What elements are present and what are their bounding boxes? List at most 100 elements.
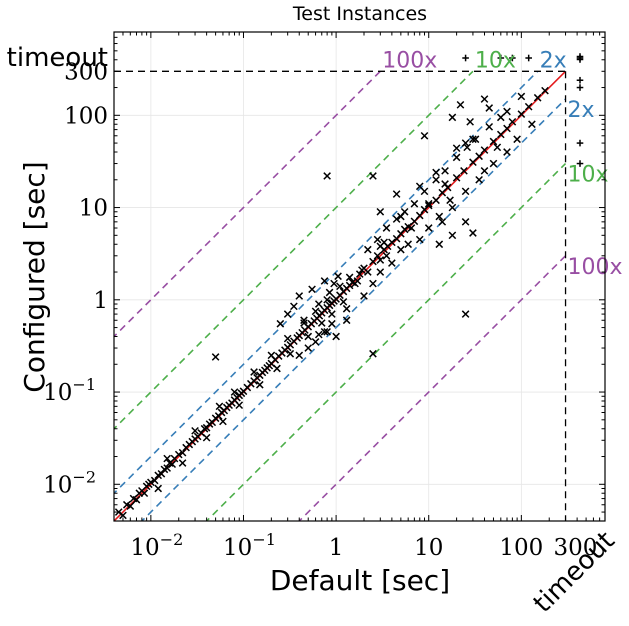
data-point — [132, 495, 141, 504]
x-tick-label: 10−2 — [130, 530, 183, 561]
data-point — [355, 270, 364, 278]
data-point — [480, 167, 489, 175]
marker-stroke — [355, 270, 364, 278]
timeout-point-right — [576, 160, 584, 167]
data-point — [503, 148, 511, 156]
y-tick-label: 10−2 — [43, 467, 96, 498]
marker-stroke — [493, 143, 502, 152]
data-point — [334, 272, 342, 281]
data-point — [342, 316, 351, 325]
marker-stroke — [363, 245, 372, 254]
marker-stroke — [461, 139, 470, 147]
marker-stroke — [369, 279, 377, 288]
data-point — [452, 153, 461, 162]
data-point — [320, 327, 329, 336]
marker-stroke — [314, 330, 323, 339]
data-point — [373, 235, 382, 244]
data-point — [415, 211, 424, 220]
data-point — [541, 86, 549, 95]
marker-stroke — [150, 476, 159, 485]
marker-stroke — [328, 310, 336, 318]
data-point — [150, 476, 159, 485]
data-point — [317, 319, 326, 327]
data-point — [202, 433, 211, 442]
marker-stroke — [369, 172, 377, 180]
data-point — [295, 351, 304, 360]
marker-stroke — [503, 148, 511, 156]
marker-stroke — [114, 508, 123, 516]
marker-stroke — [147, 478, 155, 487]
data-point — [461, 139, 470, 147]
data-point — [157, 469, 166, 478]
marker-stroke — [432, 168, 440, 177]
marker-stroke — [480, 146, 489, 154]
data-point — [353, 277, 362, 285]
marker-stroke — [517, 92, 526, 101]
marker-stroke — [469, 135, 477, 144]
data-point — [286, 349, 295, 358]
data-point — [250, 368, 258, 376]
marker-stroke — [295, 351, 304, 360]
data-point — [452, 173, 461, 182]
marker-stroke — [157, 469, 166, 478]
marker-stroke — [283, 310, 292, 318]
guide-label-below: 100x — [568, 255, 623, 280]
marker-stroke — [314, 300, 323, 308]
data-point — [255, 380, 264, 389]
y-axis-label: Configured [sec] — [18, 161, 51, 392]
marker-stroke — [461, 187, 470, 196]
marker-stroke — [461, 310, 470, 318]
data-point — [392, 215, 401, 223]
marker-stroke — [410, 199, 419, 208]
data-point — [392, 190, 401, 198]
data-point — [373, 251, 382, 260]
data-point — [424, 199, 433, 208]
marker-stroke — [533, 93, 542, 102]
marker-stroke — [339, 298, 348, 306]
marker-stroke — [286, 349, 295, 358]
data-point — [328, 310, 336, 318]
marker-stroke — [295, 292, 304, 300]
data-point — [314, 330, 323, 339]
marker-stroke — [376, 256, 385, 264]
marker-stroke — [304, 344, 313, 352]
marker-stroke — [168, 460, 177, 469]
marker-stroke — [528, 120, 536, 129]
data-point — [154, 484, 163, 493]
data-point — [480, 146, 489, 154]
data-point — [524, 102, 533, 111]
data-point — [448, 203, 457, 212]
chart-title: Test Instances — [292, 3, 427, 25]
data-point — [163, 464, 171, 472]
marker-stroke — [267, 351, 276, 360]
timeout-point-right — [576, 84, 584, 91]
data-point — [140, 489, 149, 498]
data-point — [119, 511, 127, 520]
marker-stroke — [475, 152, 483, 161]
marker-stroke — [132, 495, 141, 504]
data-point — [441, 180, 449, 188]
data-point — [311, 307, 320, 316]
timeout-point-right — [576, 139, 584, 147]
marker-stroke — [432, 196, 440, 205]
data-point — [508, 117, 517, 126]
marker-stroke — [235, 401, 244, 410]
data-point — [446, 196, 454, 205]
data-point — [432, 168, 440, 177]
marker-stroke — [202, 433, 211, 442]
marker-stroke — [373, 251, 382, 260]
guide-line-below — [298, 255, 567, 521]
plot-frame — [113, 31, 606, 522]
marker-stroke — [336, 282, 344, 291]
y-tick-label: 300 — [64, 59, 108, 85]
marker-stroke — [496, 130, 505, 139]
marker-stroke — [178, 448, 187, 457]
data-point — [438, 218, 447, 226]
marker-stroke — [122, 500, 131, 509]
marker-stroke — [448, 231, 457, 240]
data-point — [496, 130, 505, 139]
timeout-point-top — [509, 54, 516, 62]
marker-stroke — [323, 295, 331, 304]
data-point — [273, 364, 281, 373]
y-timeout-label: timeout — [7, 43, 108, 73]
